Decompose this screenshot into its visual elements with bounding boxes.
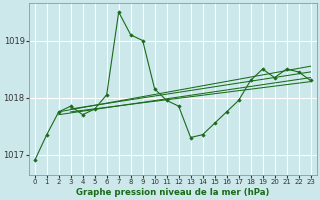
- X-axis label: Graphe pression niveau de la mer (hPa): Graphe pression niveau de la mer (hPa): [76, 188, 269, 197]
